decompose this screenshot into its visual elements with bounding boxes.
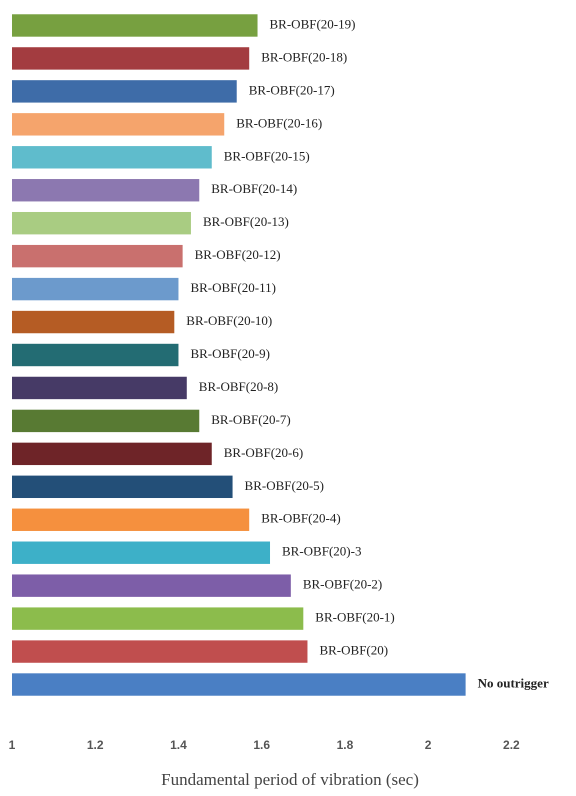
bar bbox=[12, 277, 179, 301]
bar bbox=[12, 14, 258, 37]
bar-label: BR-OBF(20-10) bbox=[186, 313, 272, 328]
bar-label: BR-OBF(20-1) bbox=[315, 610, 394, 625]
bar-label: BR-OBF(20-8) bbox=[199, 379, 278, 394]
bar bbox=[12, 607, 304, 630]
bar bbox=[12, 409, 200, 433]
bar bbox=[12, 80, 237, 103]
bar-label: BR-OBF(20-11) bbox=[190, 280, 275, 295]
bar-label: BR-OBF(20-19) bbox=[270, 16, 356, 31]
bar bbox=[12, 673, 466, 696]
bar bbox=[12, 574, 291, 597]
bar-label: No outrigger bbox=[478, 676, 549, 691]
bar-label: BR-OBF(20-7) bbox=[211, 412, 290, 427]
x-axis-title: Fundamental period of vibration (sec) bbox=[161, 770, 419, 789]
bar bbox=[12, 310, 175, 334]
bar-label: BR-OBF(20-13) bbox=[203, 214, 289, 229]
x-tick-label: 1.6 bbox=[253, 738, 270, 752]
bar-label: BR-OBF(20-2) bbox=[303, 577, 382, 592]
x-tick-label: 1.2 bbox=[87, 738, 104, 752]
x-tick-label: 1 bbox=[9, 738, 16, 752]
bar-label: BR-OBF(20-6) bbox=[224, 445, 303, 460]
bar-label: BR-OBF(20-14) bbox=[211, 181, 297, 196]
x-tick-label: 1.8 bbox=[337, 738, 354, 752]
bar-label: BR-OBF(20-12) bbox=[195, 247, 281, 262]
bar bbox=[12, 640, 308, 663]
x-tick-label: 2 bbox=[425, 738, 432, 752]
bar-label: BR-OBF(20-4) bbox=[261, 511, 340, 526]
bar-label: BR-OBF(20-5) bbox=[245, 478, 324, 493]
bar-label: BR-OBF(20) bbox=[319, 643, 388, 658]
bar bbox=[12, 211, 191, 235]
bar bbox=[12, 343, 179, 367]
bar-label: BR-OBF(20-15) bbox=[224, 148, 310, 163]
bar-label: BR-OBF(20-16) bbox=[236, 115, 322, 130]
bar bbox=[12, 179, 200, 202]
bar bbox=[12, 146, 212, 169]
bar-label: BR-OBF(20-9) bbox=[190, 346, 269, 361]
bar bbox=[12, 113, 225, 136]
bar-label: BR-OBF(20)-3 bbox=[282, 544, 361, 559]
x-tick-label: 1.4 bbox=[170, 738, 187, 752]
bar bbox=[12, 475, 233, 499]
bar-label: BR-OBF(20-18) bbox=[261, 49, 347, 64]
x-tick-label: 2.2 bbox=[503, 738, 520, 752]
bar bbox=[12, 442, 212, 466]
bar bbox=[12, 376, 187, 400]
bar bbox=[12, 47, 250, 70]
bar-label: BR-OBF(20-17) bbox=[249, 82, 335, 97]
bar bbox=[12, 244, 183, 268]
bar bbox=[12, 541, 271, 564]
bar bbox=[12, 508, 250, 531]
